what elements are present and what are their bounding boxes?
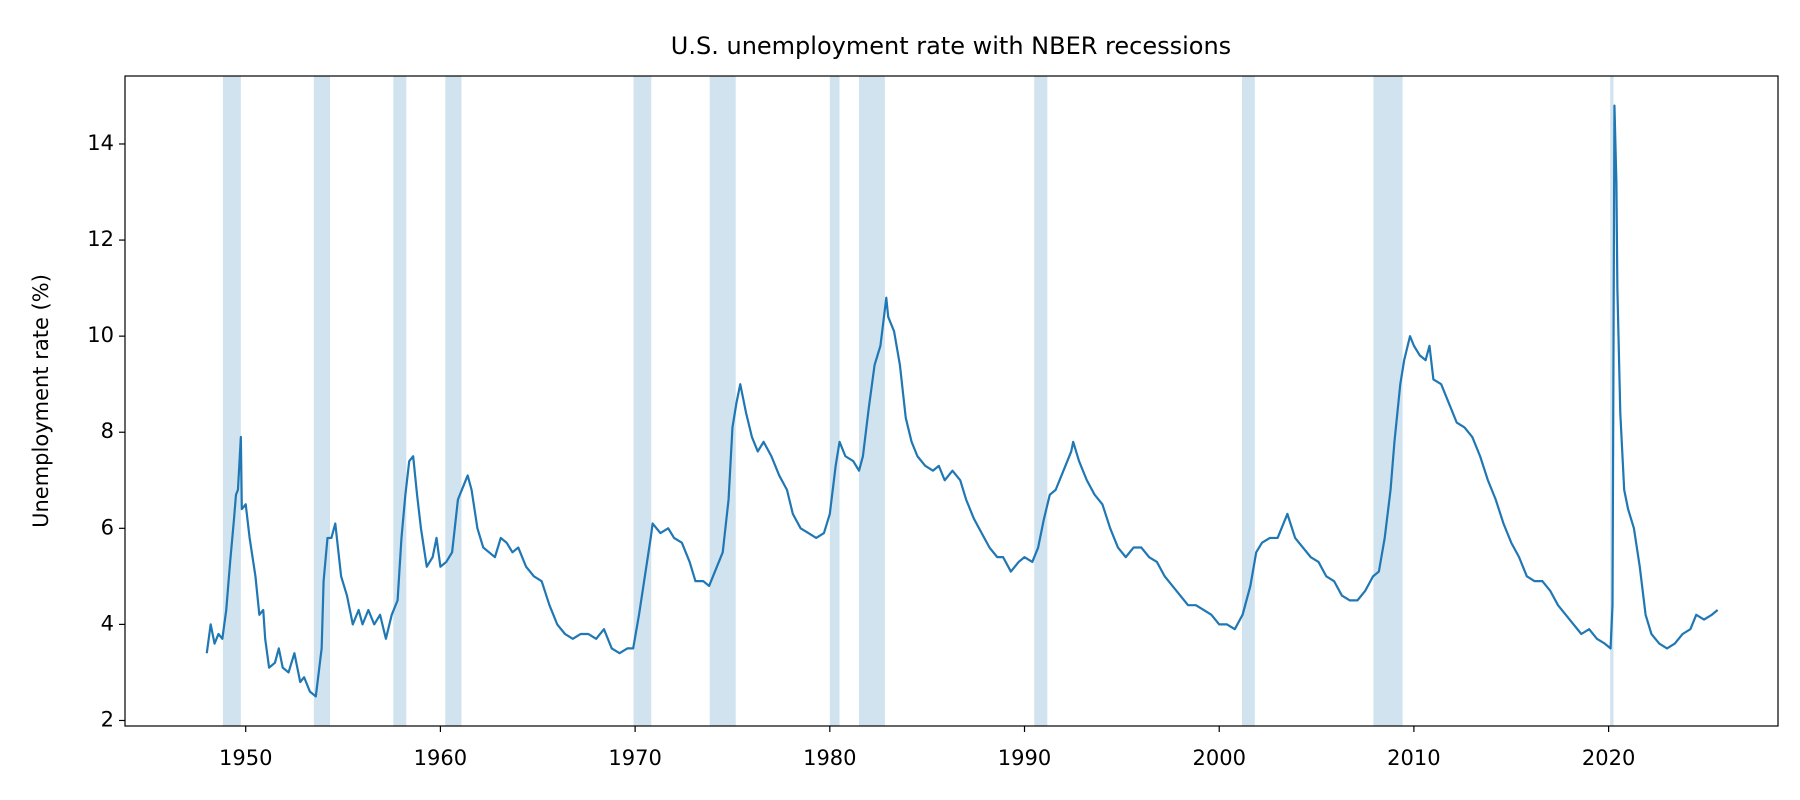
- unemployment-line: [205, 104, 1719, 698]
- y-tick-label: 14: [87, 131, 114, 155]
- y-axis-label: Unemployment rate (%): [29, 274, 53, 528]
- y-tick-label: 6: [101, 515, 114, 539]
- x-tick-label: 1970: [608, 746, 661, 770]
- recession-band: [859, 76, 885, 726]
- x-tick-label: 1980: [803, 746, 856, 770]
- recession-band: [445, 76, 462, 726]
- recession-band: [1610, 76, 1614, 726]
- recession-band: [222, 76, 241, 726]
- y-tick-label: 12: [87, 227, 114, 251]
- x-tick-label: 1990: [998, 746, 1051, 770]
- y-tick-label: 10: [87, 323, 114, 347]
- x-tick-label: 1960: [414, 746, 467, 770]
- recession-band: [1241, 76, 1255, 726]
- y-tick-label: 4: [101, 611, 114, 635]
- chart-title: U.S. unemployment rate with NBER recessi…: [671, 32, 1231, 60]
- recession-band: [829, 76, 840, 726]
- recession-band: [393, 76, 407, 726]
- plot-frame: [124, 75, 1779, 727]
- x-tick-label: 2010: [1387, 746, 1440, 770]
- x-tick-label: 2020: [1582, 746, 1635, 770]
- x-tick-label: 1950: [219, 746, 272, 770]
- recession-band: [1034, 76, 1048, 726]
- recession-band: [709, 76, 736, 726]
- x-tick-label: 2000: [1192, 746, 1245, 770]
- y-tick-label: 2: [101, 707, 114, 731]
- y-tick-label: 8: [101, 419, 114, 443]
